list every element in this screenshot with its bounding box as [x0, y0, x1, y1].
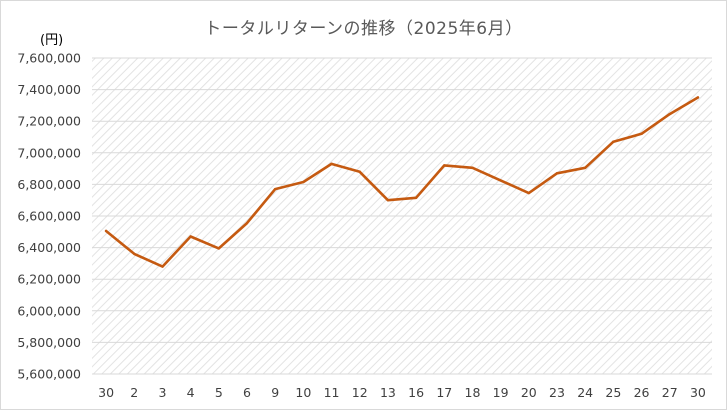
- data-point: [386, 199, 390, 202]
- x-tick-label: 13: [380, 385, 396, 400]
- data-point: [273, 187, 277, 191]
- y-tick-label: 6,600,000: [17, 209, 81, 224]
- x-tick-label: 2: [130, 385, 138, 400]
- x-tick-label: 25: [605, 385, 621, 400]
- x-tick-label: 20: [521, 385, 537, 400]
- data-point: [245, 221, 249, 225]
- x-tick-label: 30: [98, 385, 114, 400]
- y-tick-label: 6,200,000: [17, 272, 81, 287]
- x-tick-label: 11: [324, 385, 340, 400]
- x-tick-label: 16: [408, 385, 424, 400]
- x-tick-label: 19: [493, 385, 509, 400]
- x-tick-label: 30: [690, 385, 706, 400]
- x-tick-label: 17: [436, 385, 452, 400]
- x-tick-label: 3: [158, 385, 166, 400]
- data-point: [217, 247, 221, 250]
- y-tick-label: 7,400,000: [17, 82, 81, 97]
- x-tick-label: 10: [295, 385, 311, 400]
- y-tick-label: 6,400,000: [17, 240, 81, 255]
- y-axis-unit: (円): [40, 33, 64, 48]
- data-point: [668, 112, 671, 116]
- y-tick-label: 5,600,000: [17, 367, 81, 382]
- y-tick-label: 7,200,000: [17, 114, 81, 129]
- data-point: [133, 252, 136, 256]
- data-point: [499, 179, 502, 182]
- data-point: [414, 196, 418, 200]
- data-point: [640, 132, 643, 136]
- x-tick-label: 18: [465, 385, 481, 400]
- y-tick-label: 7,600,000: [17, 51, 81, 66]
- data-point: [555, 172, 559, 175]
- data-point: [104, 229, 108, 233]
- data-point: [443, 164, 446, 167]
- x-tick-label: 6: [243, 385, 251, 400]
- data-point: [161, 265, 164, 268]
- y-tick-label: 6,000,000: [17, 303, 81, 318]
- series-line: [104, 96, 700, 268]
- x-tick-label: 26: [634, 385, 650, 400]
- x-tick-label: 27: [662, 385, 678, 400]
- x-tick-label: 9: [271, 385, 279, 400]
- x-tick-label: 12: [352, 385, 368, 400]
- data-point: [612, 140, 615, 143]
- x-tick-label: 4: [187, 385, 195, 400]
- data-point: [527, 191, 531, 195]
- y-tick-label: 7,000,000: [17, 145, 81, 160]
- data-point: [302, 180, 305, 184]
- y-tick-label: 6,800,000: [17, 177, 81, 192]
- chart-title: トータルリターンの推移（2025年6月）: [204, 19, 523, 39]
- data-point: [189, 235, 192, 238]
- y-tick-label: 5,800,000: [17, 335, 81, 350]
- data-point: [330, 162, 333, 166]
- data-point: [471, 166, 474, 170]
- data-point: [358, 170, 361, 173]
- x-tick-label: 23: [549, 385, 565, 400]
- x-tick-label: 5: [215, 385, 223, 400]
- data-point: [696, 96, 700, 99]
- data-point: [583, 166, 587, 170]
- x-tick-label: 24: [577, 385, 593, 400]
